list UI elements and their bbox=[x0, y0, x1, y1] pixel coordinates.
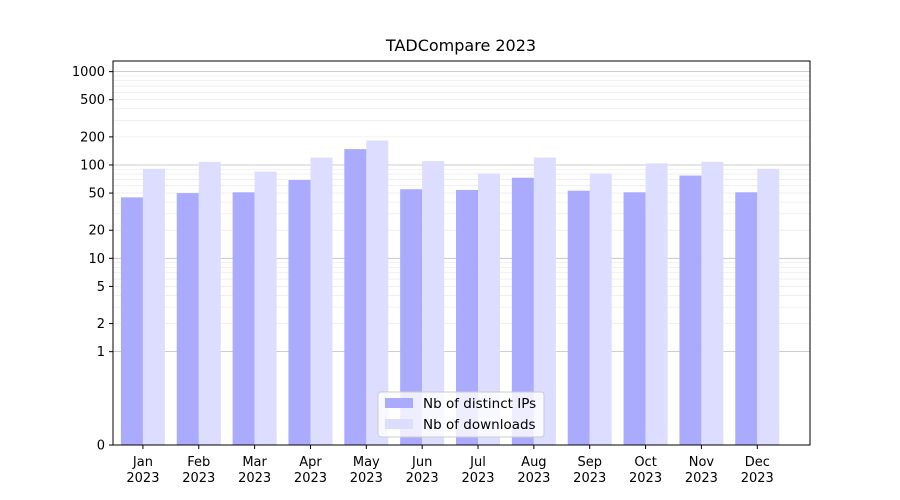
y-tick-label: 20 bbox=[88, 224, 105, 239]
legend-swatch-distinct-ips bbox=[385, 398, 413, 408]
x-tick-label: Mar 2023 bbox=[238, 455, 271, 486]
y-tick-label: 200 bbox=[80, 130, 105, 145]
bar-downloads-dec bbox=[757, 168, 780, 446]
x-tick-label: Apr 2023 bbox=[294, 455, 327, 486]
bar-distinct-ips-may bbox=[344, 149, 367, 445]
axes-frame bbox=[112, 60, 811, 446]
bar-distinct-ips-dec bbox=[735, 192, 758, 445]
y-tick-label: 2 bbox=[97, 317, 105, 332]
x-tick-label: Feb 2023 bbox=[182, 455, 215, 486]
bar-distinct-ips-mar bbox=[232, 192, 255, 445]
y-tick-label: 100 bbox=[80, 158, 105, 173]
bar-distinct-ips-apr bbox=[288, 180, 311, 445]
bar-distinct-ips-jan bbox=[120, 197, 143, 445]
x-tick-label: May 2023 bbox=[350, 455, 383, 486]
bar-downloads-jul bbox=[478, 173, 501, 446]
bar-downloads-mar bbox=[254, 171, 277, 445]
legend: Nb of distinct IPs Nb of downloads bbox=[377, 391, 545, 438]
legend-label-downloads: Nb of downloads bbox=[423, 417, 536, 433]
bar-downloads-oct bbox=[645, 163, 668, 446]
bar-downloads-nov bbox=[701, 161, 724, 446]
legend-swatch-downloads bbox=[385, 419, 413, 429]
bar-downloads-jan bbox=[142, 168, 165, 446]
legend-label-distinct-ips: Nb of distinct IPs bbox=[423, 396, 536, 412]
y-tick-label: 0 bbox=[97, 439, 105, 454]
legend-box bbox=[377, 391, 545, 438]
x-tick-label: Sep 2023 bbox=[573, 455, 606, 486]
bar-distinct-ips-sep bbox=[567, 190, 590, 445]
bars-layer bbox=[120, 140, 780, 446]
x-axis: Jan 2023 Feb 2023 Mar 2023 Apr 2023 May 2023 Jun 20… bbox=[126, 445, 774, 486]
bar-distinct-ips-nov bbox=[679, 175, 702, 445]
y-tick-label: 50 bbox=[88, 187, 105, 202]
bar-downloads-may bbox=[366, 140, 389, 445]
y-tick-label: 5 bbox=[97, 280, 105, 295]
bar-distinct-ips-jun bbox=[400, 189, 423, 445]
y-tick-label: 1000 bbox=[72, 65, 105, 80]
bar-distinct-ips-jul bbox=[456, 189, 479, 445]
bar-downloads-apr bbox=[310, 157, 333, 446]
y-tick-label: 1 bbox=[97, 345, 105, 360]
x-tick-label: Jan 2023 bbox=[126, 455, 159, 486]
bar-distinct-ips-oct bbox=[623, 192, 646, 445]
x-tick-label: Aug 2023 bbox=[517, 455, 550, 486]
bar-downloads-jun bbox=[422, 161, 445, 446]
x-tick-label: Nov 2023 bbox=[685, 455, 718, 486]
bar-downloads-aug bbox=[533, 157, 556, 446]
y-tick-label: 10 bbox=[88, 252, 105, 267]
x-tick-label: Oct 2023 bbox=[629, 455, 662, 486]
chart-title: TADCompare 2023 bbox=[385, 36, 536, 55]
x-tick-label: Dec 2023 bbox=[741, 455, 774, 486]
y-axis: 0 1 2 5 10 20 50 100 200 500 1000 bbox=[72, 65, 113, 454]
bar-downloads-sep bbox=[589, 173, 612, 446]
bar-downloads-feb bbox=[198, 161, 221, 446]
bar-distinct-ips-aug bbox=[511, 177, 534, 445]
y-tick-label: 500 bbox=[80, 93, 105, 108]
x-tick-label: Jun 2023 bbox=[406, 455, 439, 486]
bar-distinct-ips-feb bbox=[176, 193, 199, 445]
x-tick-label: Jul 2023 bbox=[461, 455, 494, 486]
